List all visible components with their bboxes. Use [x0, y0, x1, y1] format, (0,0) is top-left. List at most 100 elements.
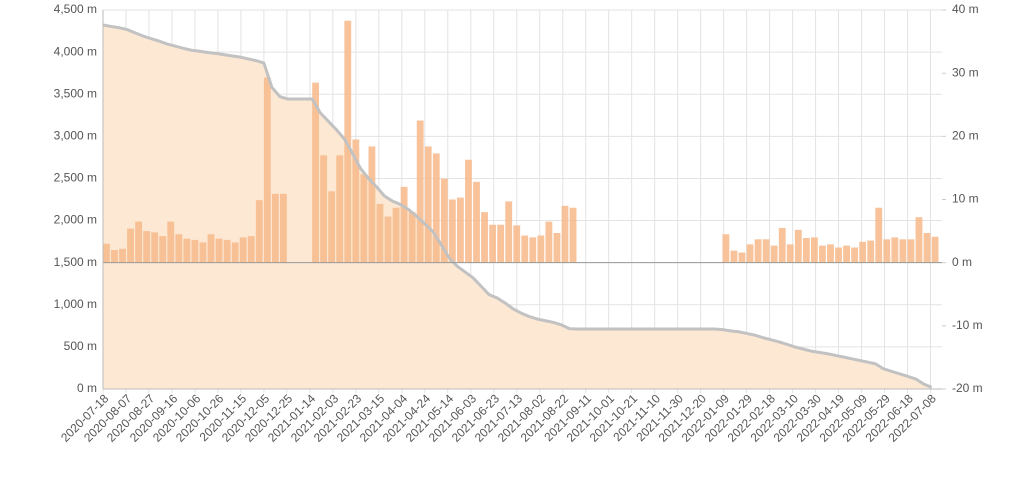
bar: [778, 227, 786, 263]
bar: [159, 236, 167, 263]
bar: [183, 238, 191, 263]
bar: [312, 82, 320, 263]
y2-tick-label: 0 m: [952, 255, 972, 269]
y-tick-label: 1,500 m: [54, 255, 97, 269]
bar: [151, 232, 159, 263]
bar: [223, 239, 231, 263]
bar: [392, 207, 400, 263]
bar: [263, 77, 271, 263]
bar: [770, 245, 778, 263]
bar: [368, 146, 376, 263]
bar: [859, 241, 867, 263]
bar: [875, 207, 883, 263]
bar: [336, 155, 344, 263]
y2-tick-label: -10 m: [952, 318, 983, 332]
bar: [907, 239, 915, 263]
y-tick-label: 3,000 m: [54, 129, 97, 143]
bar: [931, 236, 939, 263]
y2-tick-label: -20 m: [952, 381, 983, 395]
bar: [899, 239, 907, 263]
y-tick-label: 4,500 m: [54, 2, 97, 16]
bar: [103, 243, 110, 263]
bar: [569, 207, 577, 263]
bar: [762, 239, 770, 263]
bar: [271, 193, 279, 263]
bar: [915, 217, 923, 263]
bar: [465, 159, 472, 263]
y-tick-label: 1,000 m: [54, 297, 97, 311]
bar: [231, 242, 239, 263]
bar: [215, 238, 223, 263]
area: [103, 24, 932, 390]
bar: [111, 250, 118, 263]
bar: [279, 193, 287, 263]
bar: [529, 237, 537, 263]
bar: [408, 212, 416, 263]
bar: [891, 237, 899, 263]
y-tick-label: 0 m: [77, 381, 97, 395]
line: [102, 23, 933, 389]
bar: [883, 239, 891, 263]
y2-tick-label: 20 m: [952, 129, 979, 143]
bar: [473, 181, 480, 263]
bar: [360, 174, 368, 263]
bar: [802, 238, 810, 263]
bar: [489, 224, 497, 263]
bar: [352, 139, 360, 263]
y2-tick-label: 10 m: [952, 192, 979, 206]
bar: [810, 237, 818, 263]
bar: [167, 221, 175, 263]
bar: [239, 237, 247, 263]
bar: [867, 240, 875, 263]
bar: [199, 242, 207, 263]
bar: [794, 229, 802, 263]
bar: [320, 155, 328, 263]
bar: [207, 234, 215, 263]
bar: [923, 232, 931, 263]
bar: [746, 244, 754, 263]
bar: [456, 197, 464, 263]
bar: [521, 235, 529, 263]
bar: [432, 153, 440, 263]
bar: [754, 239, 762, 263]
y2-tick-label: 40 m: [952, 2, 979, 16]
bar: [416, 120, 424, 263]
y-tick-label: 4,000 m: [54, 44, 97, 58]
bar: [843, 245, 850, 263]
y-tick-label: 2,000 m: [54, 213, 97, 227]
bar: [497, 224, 505, 263]
bar: [481, 212, 488, 263]
bar: [143, 231, 151, 263]
y-tick-label: 2,500 m: [54, 171, 97, 185]
bar: [722, 234, 730, 263]
bar: [537, 235, 545, 263]
bar: [328, 191, 336, 263]
bar: [561, 205, 569, 263]
bar: [448, 199, 456, 263]
y-tick-label: 500 m: [64, 339, 97, 353]
bar: [400, 186, 408, 263]
y2-tick-label: 30 m: [952, 65, 979, 79]
bar: [440, 178, 448, 263]
bar: [545, 221, 553, 263]
bar: [786, 244, 794, 263]
bar: [730, 250, 738, 263]
bar: [553, 232, 561, 263]
bar: [255, 200, 263, 263]
bar: [119, 248, 126, 263]
bar: [738, 252, 746, 263]
bar: [835, 247, 842, 263]
bar: [344, 20, 352, 263]
bar: [819, 245, 826, 263]
bar: [175, 234, 183, 263]
bar: [424, 146, 432, 263]
bar: [505, 201, 513, 263]
bar: [247, 236, 255, 263]
bar: [513, 225, 521, 263]
bar: [827, 244, 834, 263]
bar: [376, 203, 384, 263]
bar: [384, 216, 392, 263]
bar: [135, 221, 143, 263]
